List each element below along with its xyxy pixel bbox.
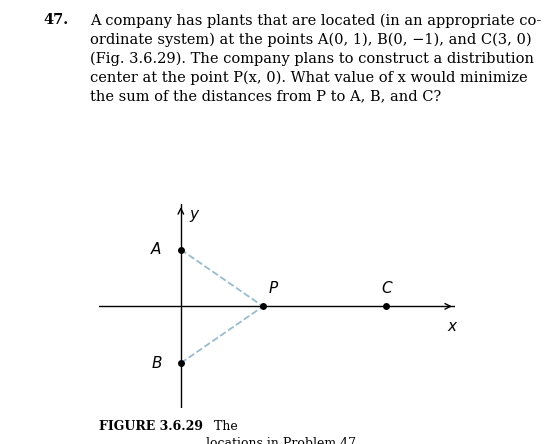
Text: C: C [381, 281, 392, 296]
Text: The
locations in Problem 47.: The locations in Problem 47. [206, 420, 359, 444]
Text: x: x [447, 319, 456, 334]
Text: B: B [151, 356, 162, 371]
Text: A company has plants that are located (in an appropriate co-
ordinate system) at: A company has plants that are located (i… [90, 13, 541, 103]
Text: y: y [189, 207, 198, 222]
Text: FIGURE 3.6.29: FIGURE 3.6.29 [99, 420, 203, 432]
Text: A: A [151, 242, 162, 257]
Text: P: P [269, 281, 278, 296]
Text: 47.: 47. [44, 13, 69, 28]
